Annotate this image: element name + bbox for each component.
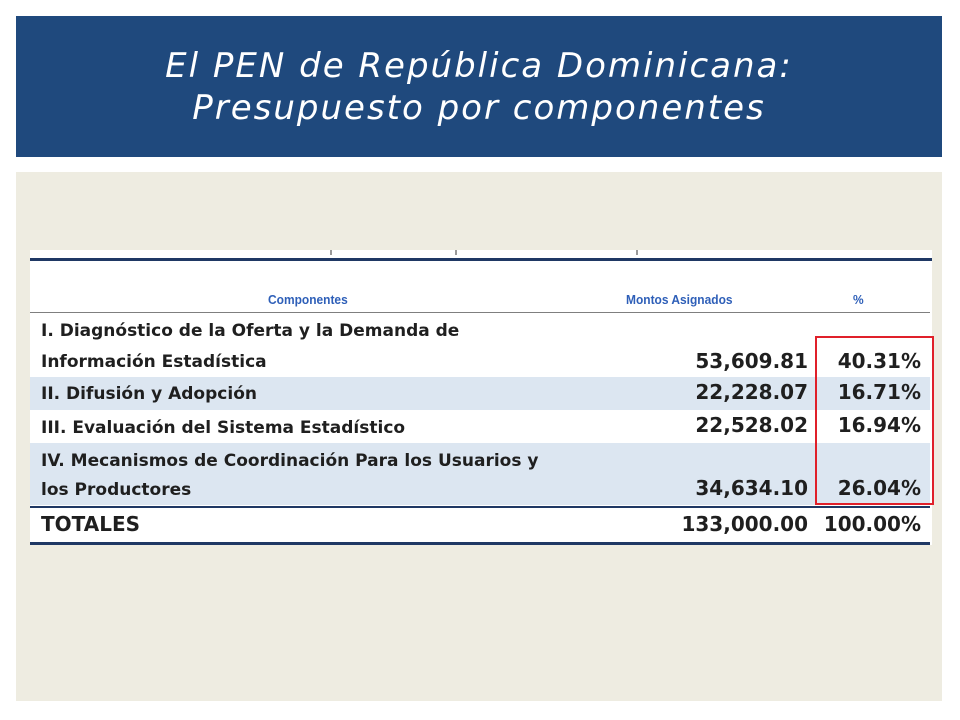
row-label-line-1: II. Difusión y Adopción	[41, 384, 257, 404]
cropped-caption-remnant	[30, 250, 932, 258]
table-top-rule	[30, 258, 932, 261]
totals-monto: 133,000.00	[681, 512, 808, 536]
row-label-line-2: Información Estadística	[41, 352, 267, 372]
row-label-line-2: los Productores	[41, 480, 192, 500]
slide-title-line-1: El PEN de República Dominicana:	[165, 45, 793, 86]
header-divider	[30, 312, 930, 313]
slide-title-line-2: Presupuesto por componentes	[192, 87, 766, 128]
table-row: II. Difusión y Adopción 22,228.07 16.71%	[30, 377, 930, 410]
table-row: III. Evaluación del Sistema Estadístico …	[30, 410, 930, 442]
row-label-line-1: I. Diagnóstico de la Oferta y la Demanda…	[41, 321, 460, 341]
row-label-line-1: III. Evaluación del Sistema Estadístico	[41, 418, 406, 438]
totals-top-rule	[30, 506, 930, 508]
slide-title-banner: El PEN de República Dominicana: Presupue…	[16, 16, 942, 157]
column-header-componentes: Componentes	[268, 292, 348, 307]
row-pct: 16.71%	[837, 380, 921, 404]
percentage-highlight-box	[815, 336, 934, 505]
table-row: IV. Mecanismos de Coordinación Para los …	[30, 443, 930, 505]
row-monto: 22,528.02	[695, 413, 808, 437]
totals-pct: 100.00%	[823, 512, 921, 536]
row-pct: 16.94%	[837, 413, 921, 437]
totals-label: TOTALES	[41, 512, 141, 536]
row-monto: 22,228.07	[695, 380, 808, 404]
table-row: I. Diagnóstico de la Oferta y la Demanda…	[30, 314, 930, 376]
row-monto: 34,634.10	[695, 476, 808, 500]
totals-row: TOTALES 133,000.00 100.00%	[30, 508, 930, 542]
row-pct: 40.31%	[837, 349, 921, 373]
column-header-montos: Montos Asignados	[626, 292, 733, 307]
column-header-pct: %	[853, 292, 864, 307]
row-pct: 26.04%	[837, 476, 921, 500]
row-label-line-1: IV. Mecanismos de Coordinación Para los …	[41, 451, 539, 471]
table-bottom-rule	[30, 542, 930, 545]
row-monto: 53,609.81	[695, 349, 808, 373]
